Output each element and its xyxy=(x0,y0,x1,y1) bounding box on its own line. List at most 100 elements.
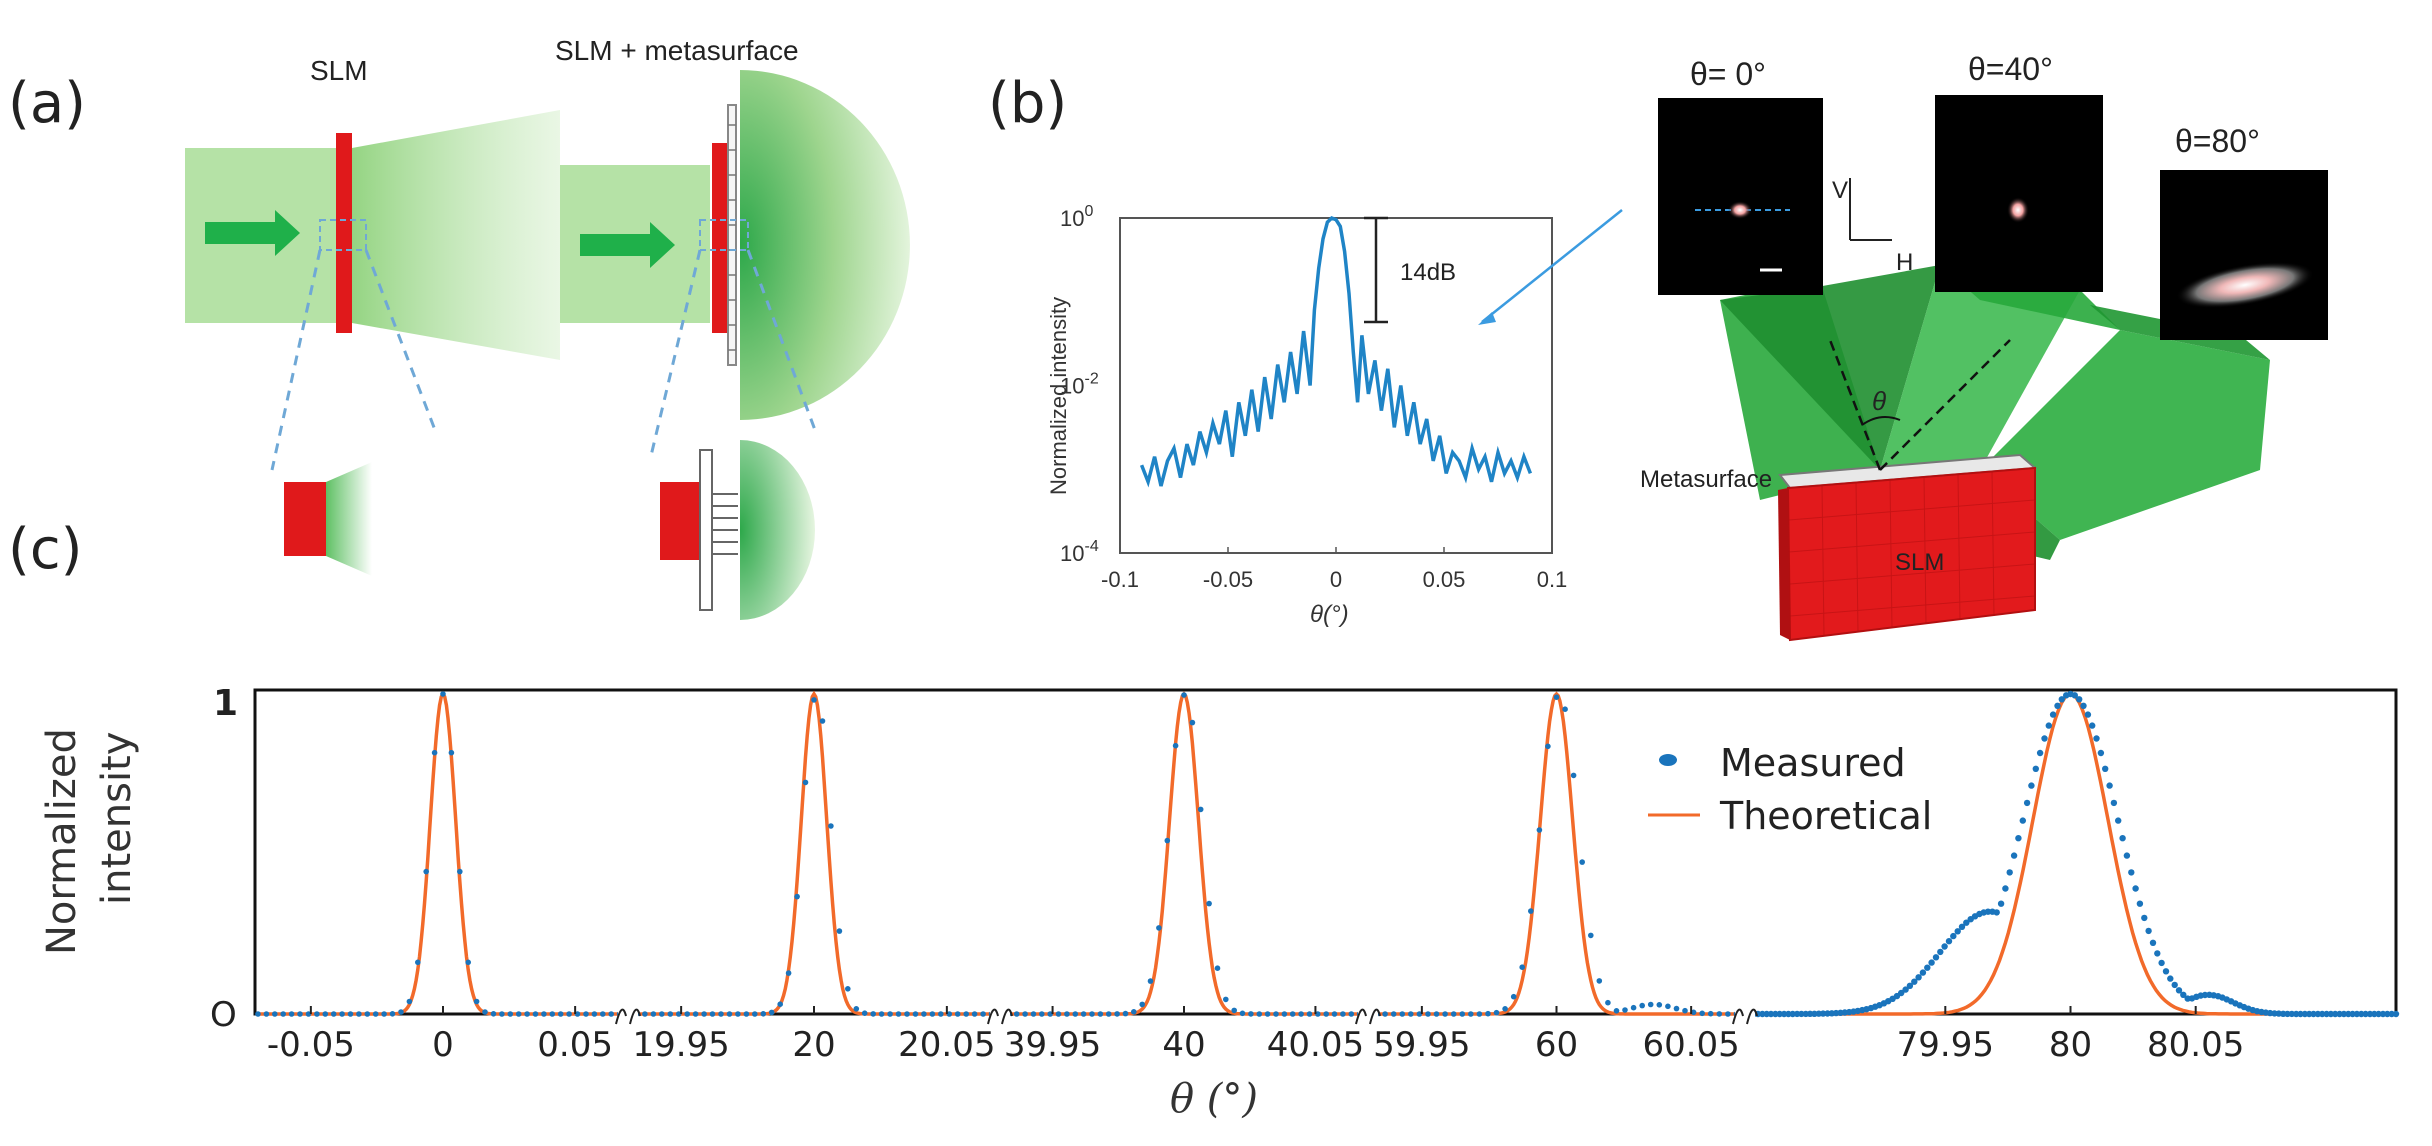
metasurface-zoom xyxy=(699,449,713,611)
axis-break-mark xyxy=(987,1008,999,1025)
chart-c-measured-point xyxy=(515,1011,522,1017)
chart-c-measured-point xyxy=(1630,1004,1637,1011)
zoom-line-right-2 xyxy=(746,249,817,431)
chart-c-xtick-label: 60.05 xyxy=(1642,1025,1739,1065)
zoom-box xyxy=(319,219,367,251)
chart-c-theoretical-line xyxy=(1000,691,1368,1016)
chart-c-measured-point xyxy=(2002,885,2009,892)
theta-symbol: θ xyxy=(1872,386,1886,416)
chart-c-measured-point xyxy=(1536,827,1543,833)
chart-c-measured-point xyxy=(946,1011,953,1017)
chart-c-measured-point xyxy=(1105,1011,1112,1017)
chart-c-measured-point xyxy=(1089,1011,1095,1017)
chart-c-measured-point xyxy=(1131,1009,1137,1015)
chart-c: Normalized intensity 1 O θ (°) -0.05 0 0.0… xyxy=(39,683,2400,1122)
chart-c-measured-point xyxy=(297,1011,303,1017)
chart-c-measured-point xyxy=(431,749,438,756)
chart-c-measured-point xyxy=(692,1011,699,1017)
chart-c-measured-point xyxy=(1139,1001,1145,1008)
chart-c-xlabel: θ (°) xyxy=(1170,1076,1258,1122)
chart-c-measured-point xyxy=(1181,692,1187,698)
chart-c-measured-point xyxy=(650,1011,657,1017)
panel-b: (b) Normalized intensity θ(°) -0.1 -0.05 0… xyxy=(988,51,2328,642)
chart-c-measured-point xyxy=(448,749,455,756)
chart-c-measured-point xyxy=(1273,1011,1279,1017)
chart-c-measured-point xyxy=(423,868,430,875)
chart-c-measured-point xyxy=(1928,959,1935,966)
chart-c-measured-point xyxy=(272,1011,278,1017)
chart-c-measured-point xyxy=(1898,989,1905,997)
chart-c-measured-point xyxy=(2076,696,2083,703)
chart-c-ylabel: Normalized intensity xyxy=(39,728,140,955)
chart-c-measured-point xyxy=(2080,702,2087,709)
chart-c-measured-point xyxy=(1122,1010,1129,1017)
chart-c-measured-point xyxy=(1553,694,1560,700)
chart-c-measured-point xyxy=(2071,692,2078,699)
chart-c-measured-point xyxy=(878,1011,885,1017)
axis-break-mark xyxy=(1001,1008,1013,1025)
slm-label: SLM xyxy=(310,55,368,86)
chart-c-measured-point xyxy=(954,1011,961,1017)
chart-c-measured-point xyxy=(971,1011,978,1017)
chart-c-measured-point xyxy=(608,1011,614,1017)
chart-c-measured-point xyxy=(2049,711,2057,718)
chart-c-measured-point xyxy=(2089,722,2096,729)
chart-c-measured-point xyxy=(2141,914,2148,922)
chart-c-measured-point xyxy=(1919,969,1927,976)
chart-c-measured-point xyxy=(2023,799,2031,807)
chart-c-measured-point xyxy=(777,1001,783,1007)
metasurface-hemisphere xyxy=(740,70,910,420)
legend-measured-marker xyxy=(1659,754,1677,766)
chart-c-xtick-label: 20 xyxy=(792,1025,835,1065)
slm-3d-label: SLM xyxy=(1895,549,1944,576)
chart-c-measured-point xyxy=(490,1011,497,1017)
chart-c-measured-point xyxy=(1331,1011,1338,1017)
chart-c-measured-point xyxy=(541,1011,547,1017)
chart-c-measured-point xyxy=(1776,1010,1783,1018)
chart-c-measured-point xyxy=(1725,1011,1731,1017)
chart-c-measured-point xyxy=(912,1011,919,1017)
chart-c-xtick-label: 60 xyxy=(1535,1025,1578,1065)
chart-c-xtick-label: 0.05 xyxy=(537,1025,613,1065)
chart-c-measured-point xyxy=(1323,1011,1329,1017)
chart-b-frame xyxy=(1119,217,1553,554)
chart-c-measured-point xyxy=(2353,1010,2361,1018)
chart-c-measured-point xyxy=(1442,1011,1448,1017)
chart-c-measured-point xyxy=(1673,1005,1680,1012)
chart-c-measured-point xyxy=(288,1011,295,1017)
chart-c-xtick-label: 80 xyxy=(2049,1025,2092,1065)
chart-c-axis-breaks xyxy=(615,1008,1758,1025)
chart-c-measured-point xyxy=(1450,1011,1457,1017)
chart-c-measured-point xyxy=(473,998,480,1005)
chart-c-measured-point xyxy=(1289,1011,1296,1017)
chart-c-measured-point xyxy=(381,1011,387,1017)
chart-c-measured-point xyxy=(1647,1001,1654,1008)
chart-c-measured-point xyxy=(1189,719,1196,726)
chart-c-measured-point xyxy=(415,959,421,966)
chart-c-measured-point xyxy=(2149,939,2157,946)
chart-c-ylabel-line1: Normalized xyxy=(39,728,85,955)
chart-c-measured-point xyxy=(1945,938,1953,945)
chart-c-measured-point xyxy=(532,1011,539,1017)
slm-metasurface-label: SLM + metasurface xyxy=(555,35,799,66)
chart-c-measured-point xyxy=(1223,996,1229,1003)
chart-c-measured-point xyxy=(726,1011,733,1017)
chart-c-measured-point xyxy=(557,1011,564,1017)
chart-c-measured-point xyxy=(1172,742,1179,749)
chart-c-measured-point xyxy=(828,823,834,829)
chart-c-measured-point xyxy=(2175,987,2183,994)
chart-c-measured-point xyxy=(1022,1011,1028,1017)
chart-c-xtick-label: 59.95 xyxy=(1373,1025,1470,1065)
chart-c-measured-point xyxy=(1993,909,2000,916)
chart-c-measured-point xyxy=(1156,925,1162,931)
chart-c-measured-point xyxy=(1340,1011,1346,1017)
chart-c-measured-point xyxy=(1950,932,1957,940)
axis-break-mark xyxy=(615,1008,627,1025)
axis-break-gap xyxy=(1735,1008,1755,1022)
chart-c-measured-point xyxy=(1390,1011,1397,1017)
chart-c-measured-point xyxy=(802,779,809,786)
chart-c-measured-point xyxy=(2145,927,2152,935)
slm-bar-2 xyxy=(712,143,728,333)
chart-c-measured-point xyxy=(1519,964,1525,970)
chart-c-measured-point xyxy=(1545,743,1551,750)
